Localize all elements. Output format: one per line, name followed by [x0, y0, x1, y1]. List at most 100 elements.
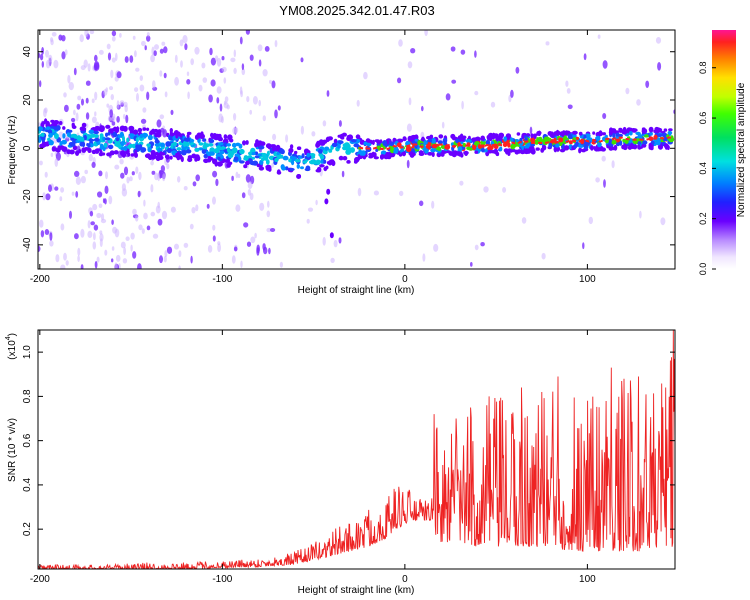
spectrogram-noise-mark: [271, 80, 276, 89]
spectrogram-noise-mark: [146, 91, 150, 101]
spectrogram-noise-mark: [215, 55, 219, 62]
spectrogram-band-mark: [450, 133, 456, 139]
spectrogram-noise-mark: [49, 232, 53, 241]
spectrogram-band-mark: [256, 163, 261, 168]
spectrogram-band-mark: [102, 136, 106, 142]
spectrogram-noise-mark: [239, 36, 243, 45]
spectrogram-band-mark: [593, 146, 600, 152]
spectrogram-band-mark: [342, 156, 348, 161]
spectrogram-band-mark: [217, 142, 224, 146]
spectrogram-band-mark: [522, 149, 527, 154]
spectrogram-noise-mark: [219, 103, 223, 112]
spectrogram-noise-mark: [262, 243, 266, 251]
spectrogram-noise-mark: [135, 67, 140, 72]
spectrogram-band-mark: [88, 138, 95, 142]
spectrogram-noise-mark: [192, 181, 197, 187]
spectrogram-noise-mark: [129, 55, 134, 63]
spectrogram-noise-mark: [94, 91, 98, 101]
spectrogram-band-mark: [279, 154, 284, 159]
spectrogram-noise-mark: [146, 225, 151, 231]
spectrogram-band-mark: [429, 134, 434, 139]
spectrogram-band-mark: [243, 164, 248, 169]
spectrogram-noise-mark: [611, 160, 615, 169]
spectrogram-noise-mark: [232, 127, 237, 135]
spectrogram-noise-mark: [67, 74, 71, 84]
spectrogram-band-mark: [216, 145, 221, 150]
spectrogram-noise-mark: [87, 63, 91, 72]
spectrogram-band-mark: [573, 144, 577, 149]
spectrogram-band-mark: [615, 132, 620, 137]
spectrogram-noise-mark: [190, 58, 194, 66]
spectrogram-noise-mark: [106, 43, 111, 50]
spectrogram-band-mark: [524, 137, 528, 141]
spectrogram-band-mark: [316, 141, 321, 147]
spectrogram-band-mark: [71, 125, 77, 129]
spectrogram-noise-mark: [300, 57, 304, 63]
spectrogram-band-mark: [169, 155, 173, 160]
spectrogram-noise-mark: [44, 171, 48, 178]
spectrogram-band-mark: [284, 166, 289, 171]
spectrogram-noise-mark: [241, 63, 245, 71]
spectrogram-noise-mark: [330, 257, 335, 263]
spectrogram-band-mark: [491, 134, 495, 140]
spectrogram-band-mark: [79, 126, 86, 131]
spectrogram-noise-mark: [210, 79, 216, 87]
spectrogram-band-mark: [48, 140, 54, 146]
spectrogram-band-mark: [385, 151, 390, 157]
spectrogram-band-mark: [261, 152, 267, 158]
spectrogram-band-mark: [462, 142, 466, 148]
spectrogram-noise-mark: [170, 206, 176, 213]
spectrogram-band-mark: [291, 159, 295, 166]
spectrogram-noise-mark: [215, 178, 219, 187]
spectrogram-noise-mark: [85, 112, 90, 120]
spectrogram-band-mark: [536, 131, 540, 136]
spectrogram-band-mark: [510, 144, 516, 150]
spectrogram-band-mark: [309, 160, 313, 164]
spectrogram-band-mark: [567, 133, 573, 140]
spectrogram-band-mark: [294, 150, 298, 155]
spectrogram-noise-mark: [110, 94, 115, 101]
spectrogram-band-mark: [214, 160, 218, 167]
spectrogram-band-mark: [202, 138, 207, 142]
spectrogram-noise-mark: [202, 77, 208, 83]
spectrogram-noise-mark: [474, 50, 477, 58]
spectrogram-band-mark: [302, 160, 307, 164]
spectrogram-noise-mark: [259, 202, 265, 211]
spectrogram-noise-mark: [515, 66, 520, 74]
spectrogram-noise-mark: [111, 219, 114, 225]
spectrogram-band-mark: [137, 127, 143, 133]
spectrogram-band-mark: [505, 133, 512, 140]
spectrogram-band-mark: [242, 140, 246, 146]
spectrogram-band-mark: [175, 134, 179, 139]
spectrogram-band-mark: [393, 138, 397, 142]
spectrogram-band-mark: [495, 135, 500, 142]
spectrogram-noise-mark: [240, 260, 243, 268]
spectrogram-noise-mark: [134, 50, 137, 58]
spectrogram-band-mark: [142, 127, 147, 131]
spectrogram-noise-mark: [163, 46, 168, 54]
spectrogram-noise-mark: [566, 88, 571, 94]
spectrogram-noise-mark: [125, 236, 130, 241]
spectrogram-noise-mark: [108, 195, 113, 205]
spectrogram-noise-mark: [483, 186, 489, 193]
spectrogram-band-mark: [147, 147, 152, 153]
spectrogram-band-mark: [139, 133, 144, 139]
spectrogram-noise-mark: [602, 113, 607, 119]
spectrogram-band-mark: [99, 149, 103, 156]
spectrogram-band-mark: [183, 142, 187, 147]
spectrogram-noise-mark: [111, 30, 117, 37]
spectrogram-noise-mark: [143, 212, 148, 220]
spectrogram-noise-mark: [124, 56, 129, 63]
spectrogram-noise-mark: [269, 79, 272, 84]
spectrogram-band-mark: [300, 166, 304, 170]
spectrogram-noise-mark: [130, 232, 135, 240]
spectrogram-band-mark: [461, 136, 466, 142]
spectrogram-band-mark: [172, 142, 177, 146]
spectrogram-noise-mark: [123, 166, 129, 176]
spectrogram-noise-mark: [123, 247, 126, 255]
spectrogram-band-mark: [376, 140, 382, 144]
spectrogram-band-mark: [66, 149, 71, 155]
spectrogram-noise-mark: [474, 244, 479, 251]
spectrogram-noise-mark: [243, 222, 249, 228]
spectrogram-band-mark: [99, 125, 104, 130]
